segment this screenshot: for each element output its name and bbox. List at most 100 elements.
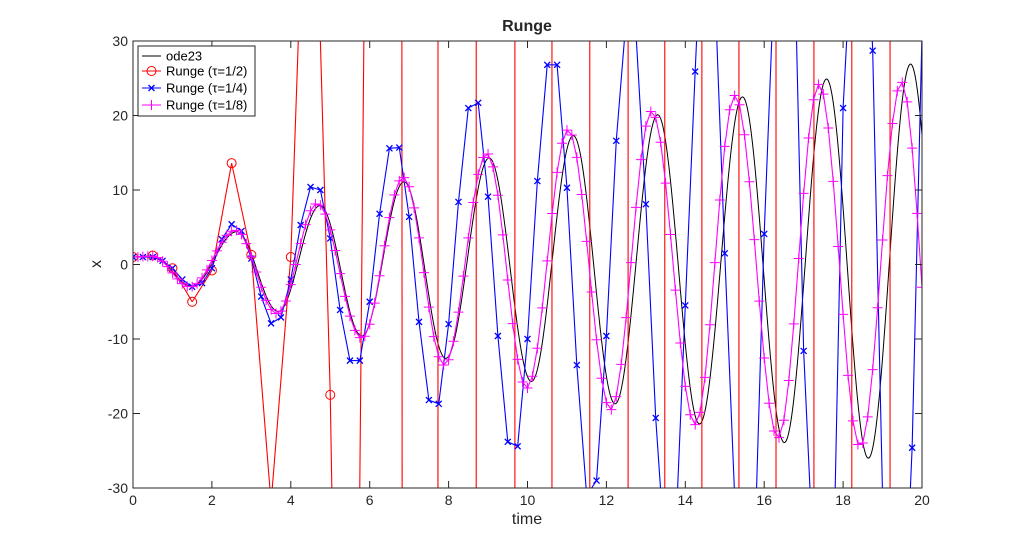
data-point (869, 47, 877, 55)
series-segment (734, 95, 741, 105)
data-point (226, 158, 237, 169)
series-segment (379, 148, 390, 214)
series-segment (428, 399, 439, 405)
data-point (458, 271, 469, 282)
series-segment (290, 224, 302, 280)
series-segment (250, 256, 257, 273)
data-point (833, 241, 844, 252)
data-point (305, 205, 316, 216)
data-point (325, 224, 336, 235)
series-segment (280, 300, 287, 312)
series-segment (157, 257, 163, 262)
data-point (512, 354, 523, 365)
series-segment (379, 245, 386, 276)
series-segment (221, 235, 228, 243)
series-segment (487, 153, 494, 168)
series-segment (798, 193, 805, 259)
series-segment (595, 339, 603, 379)
series-segment (507, 279, 514, 324)
x-tick-label: 14 (678, 492, 694, 508)
data-point (167, 267, 178, 278)
data-point (445, 320, 453, 328)
data-point (798, 188, 809, 199)
series-segment (763, 357, 770, 404)
data-point (300, 219, 311, 230)
series-segment (867, 369, 874, 417)
series-segment (645, 204, 657, 418)
data-point (808, 94, 819, 105)
series-segment (847, 375, 854, 421)
series-segment (886, 123, 893, 176)
data-point (606, 404, 617, 415)
series-segment (423, 272, 430, 308)
series-segment (492, 166, 499, 196)
ticks: 0 2 4 6 8 10 12 14 16 18 20 -30 -20 -10 0 10 20 30 (108, 33, 930, 508)
data-point (680, 381, 691, 392)
data-point (216, 237, 227, 248)
series-segment (778, 420, 785, 438)
data-point (438, 359, 449, 370)
data-point (700, 372, 711, 383)
data-point (275, 306, 286, 317)
data-point (908, 444, 916, 452)
series-segment (827, 127, 834, 182)
series-segment (467, 202, 474, 238)
data-point (566, 129, 577, 140)
series-segment (196, 277, 203, 285)
data-point (325, 389, 336, 400)
series-segment (472, 174, 479, 203)
chart-title: Runge (502, 18, 552, 35)
data-point (769, 426, 780, 437)
data-point (524, 335, 531, 343)
y-tick-label: -10 (108, 331, 128, 347)
x-tick-label: 20 (914, 492, 930, 508)
data-point (474, 99, 482, 107)
data-point (862, 411, 873, 422)
data-point (384, 212, 395, 223)
data-point (349, 325, 360, 336)
data-point (561, 125, 572, 136)
series-segment (753, 239, 760, 302)
series-segment (457, 107, 469, 202)
data-point (464, 104, 472, 112)
series-segment (433, 336, 440, 357)
data-point (533, 177, 541, 185)
data-point (691, 68, 699, 76)
data-point (543, 61, 551, 69)
series-segment (620, 317, 627, 365)
data-point (379, 240, 390, 251)
series-segment (231, 163, 252, 255)
series-segment (877, 239, 884, 308)
data-point (320, 209, 331, 220)
data-point (374, 270, 385, 281)
y-tick-label: 10 (112, 182, 128, 198)
data-point (652, 414, 660, 422)
data-point (773, 432, 784, 443)
series-segment (655, 417, 662, 488)
series-segment (265, 300, 272, 310)
data-point (734, 99, 745, 110)
data-point (290, 259, 301, 270)
series-segment (226, 230, 232, 236)
series-segment (324, 213, 331, 231)
series-segment (635, 159, 642, 208)
series-segment (739, 104, 746, 135)
data-point (356, 357, 364, 365)
series-segment (418, 237, 425, 273)
series-segment (911, 41, 922, 448)
series-segment (250, 254, 271, 488)
series-segment (756, 233, 765, 488)
data-point (642, 200, 650, 208)
series-segment (408, 216, 420, 322)
series-segment (201, 269, 208, 279)
series-segment (477, 102, 489, 197)
data-point (838, 309, 849, 320)
series-segment (665, 183, 672, 235)
x-tick-label: 6 (366, 492, 374, 508)
data-point (364, 319, 375, 330)
series-segment (245, 243, 252, 257)
series-segment (211, 250, 218, 261)
series-segment (832, 181, 839, 247)
data-point (591, 334, 602, 345)
